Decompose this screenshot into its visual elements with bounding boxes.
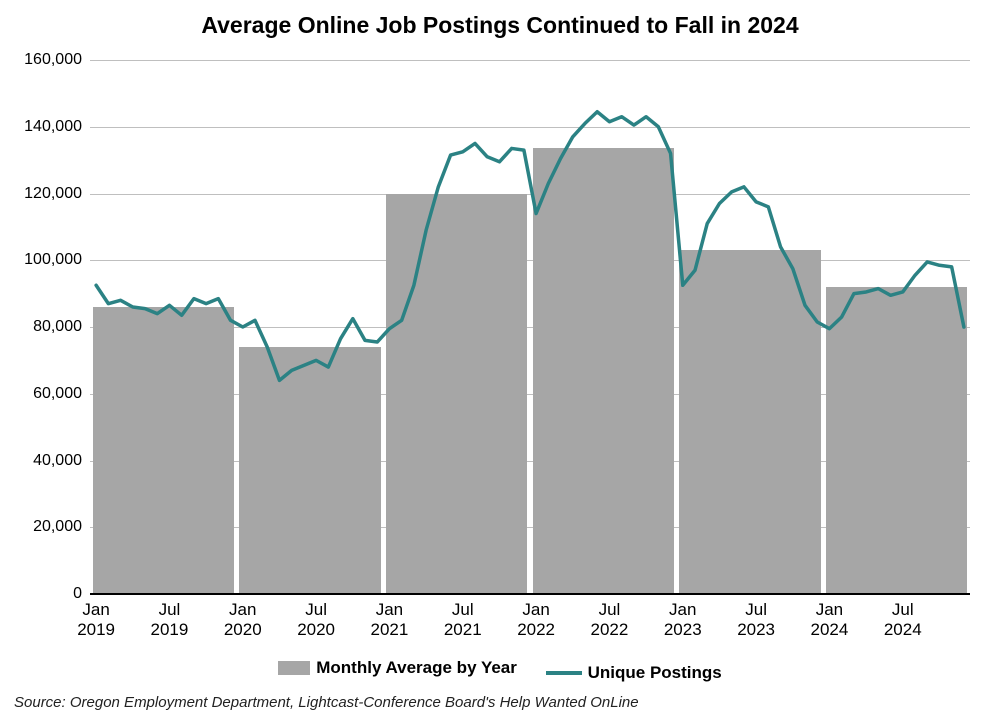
x-tick-label: Jan2021 bbox=[371, 594, 409, 641]
x-tick-label: Jul2022 bbox=[591, 594, 629, 641]
legend: Monthly Average by Year Unique Postings bbox=[0, 658, 1000, 683]
y-tick-label: 100,000 bbox=[24, 251, 90, 269]
source-note: Source: Oregon Employment Department, Li… bbox=[14, 694, 639, 711]
x-tick-label: Jul2024 bbox=[884, 594, 922, 641]
legend-label-line: Unique Postings bbox=[588, 663, 722, 683]
x-tick-label: Jul2021 bbox=[444, 594, 482, 641]
x-tick-label: Jan2024 bbox=[811, 594, 849, 641]
chart-container: Average Online Job Postings Continued to… bbox=[0, 0, 1000, 724]
y-tick-label: 40,000 bbox=[33, 452, 90, 470]
y-tick-label: 160,000 bbox=[24, 51, 90, 69]
x-tick-label: Jan2020 bbox=[224, 594, 262, 641]
unique-postings-line bbox=[96, 112, 964, 381]
y-tick-label: 20,000 bbox=[33, 518, 90, 536]
chart-title: Average Online Job Postings Continued to… bbox=[0, 12, 1000, 39]
y-tick-label: 60,000 bbox=[33, 385, 90, 403]
legend-swatch-line bbox=[546, 671, 582, 675]
plot-area: 020,00040,00060,00080,000100,000120,0001… bbox=[90, 60, 970, 594]
legend-label-bar: Monthly Average by Year bbox=[316, 658, 517, 678]
legend-item-bar: Monthly Average by Year bbox=[278, 658, 517, 678]
x-tick-label: Jul2019 bbox=[151, 594, 189, 641]
line-svg bbox=[90, 60, 970, 594]
y-tick-label: 120,000 bbox=[24, 185, 90, 203]
legend-item-line: Unique Postings bbox=[546, 663, 722, 683]
x-tick-label: Jul2023 bbox=[737, 594, 775, 641]
y-tick-label: 80,000 bbox=[33, 318, 90, 336]
x-tick-label: Jan2023 bbox=[664, 594, 702, 641]
x-tick-label: Jul2020 bbox=[297, 594, 335, 641]
y-tick-label: 140,000 bbox=[24, 118, 90, 136]
x-tick-label: Jan2019 bbox=[77, 594, 115, 641]
x-tick-label: Jan2022 bbox=[517, 594, 555, 641]
legend-swatch-bar bbox=[278, 661, 310, 675]
